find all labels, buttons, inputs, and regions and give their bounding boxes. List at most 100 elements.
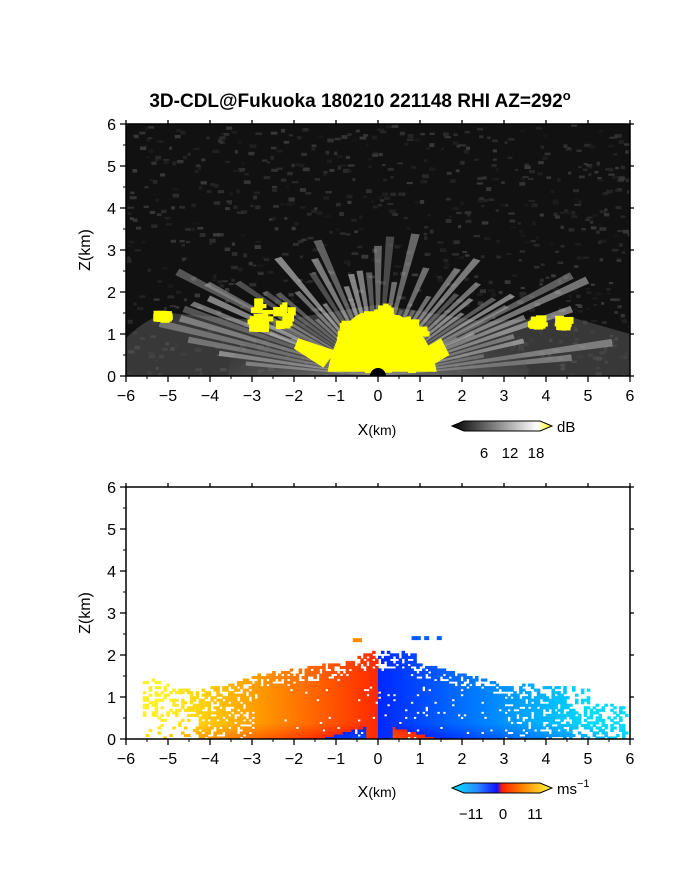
velocity-pixel — [501, 718, 506, 722]
velocity-pixel — [451, 708, 456, 712]
velocity-pixel — [613, 711, 617, 715]
velocity-pixel — [257, 688, 261, 692]
velocity-pixel — [289, 721, 294, 725]
noise-speck — [248, 261, 253, 266]
velocity-pixel — [325, 691, 329, 695]
velocity-pixel — [392, 668, 397, 672]
velocity-pixel — [557, 701, 561, 705]
velocity-pixel — [351, 693, 356, 697]
velocity-pixel — [407, 683, 411, 687]
velocity-pixel — [404, 686, 408, 690]
noise-speck — [152, 180, 158, 184]
noise-speck — [352, 178, 356, 182]
velocity-pixel — [257, 693, 261, 697]
noise-speck — [608, 144, 614, 148]
velocity-pixel — [516, 696, 520, 700]
noise-speck — [588, 164, 592, 169]
velocity-pixel — [263, 728, 267, 733]
noise-speck — [270, 146, 277, 150]
velocity-pixel — [204, 711, 209, 715]
velocity-pixel — [213, 701, 217, 705]
velocity-pixel — [422, 706, 426, 710]
velocity-pixel — [451, 706, 456, 710]
velocity-pixel — [442, 726, 447, 730]
velocity-pixel — [469, 708, 473, 712]
velocity-pixel — [527, 713, 532, 717]
velocity-pixel — [198, 716, 203, 720]
velocity-pixel — [457, 686, 461, 690]
velocity-pixel — [280, 701, 285, 705]
velocity-pixel — [319, 733, 323, 738]
velocity-pixel — [272, 670, 276, 675]
velocity-pixel — [257, 731, 261, 735]
velocity-pixel — [228, 716, 232, 720]
velocity-pixel — [245, 726, 250, 730]
velocity-pixel — [275, 686, 279, 690]
velocity-pixel — [378, 736, 382, 739]
velocity-pixel — [275, 693, 279, 697]
noise-speck — [491, 163, 497, 168]
velocity-pixel — [389, 676, 394, 680]
velocity-pixel — [336, 693, 341, 697]
velocity-pixel — [295, 718, 300, 722]
velocity-pixel — [486, 706, 491, 710]
noise-speck — [488, 289, 494, 293]
velocity-pixel — [154, 708, 159, 712]
velocity-pixel — [413, 686, 417, 690]
velocity-pixel — [189, 706, 194, 710]
velocity-pixel — [536, 701, 541, 705]
velocity-pixel — [386, 673, 391, 677]
velocity-pixel — [304, 688, 309, 692]
velocity-pixel — [231, 696, 235, 700]
noise-speck — [429, 143, 435, 147]
velocity-pixel — [422, 691, 426, 695]
velocity-pixel — [577, 718, 582, 722]
velocity-pixel — [454, 701, 458, 705]
velocity-pixel — [278, 676, 282, 680]
velocity-pixel — [583, 718, 588, 722]
velocity-pixel — [392, 703, 397, 707]
velocity-pixel — [348, 716, 353, 720]
velocity-pixel — [336, 691, 341, 695]
velocity-pixel — [189, 708, 194, 712]
velocity-pixel — [354, 668, 359, 672]
velocity-pixel — [457, 696, 461, 700]
velocity-pixel — [328, 736, 332, 739]
noise-speck — [488, 198, 495, 202]
velocity-pixel — [569, 726, 573, 730]
velocity-pixel — [383, 696, 388, 700]
velocity-pixel — [439, 713, 444, 717]
velocity-pixel — [530, 723, 535, 727]
velocity-pixel — [530, 733, 535, 738]
velocity-pixel — [354, 718, 359, 722]
noise-speck — [465, 254, 470, 257]
noise-speck — [563, 144, 568, 148]
noise-speck — [617, 230, 623, 233]
velocity-pixel — [304, 703, 309, 707]
velocity-pixel — [401, 701, 406, 705]
noise-speck — [225, 299, 229, 303]
velocity-pixel — [310, 688, 314, 692]
velocity-pixel — [583, 726, 588, 730]
velocity-pixel — [519, 726, 523, 730]
velocity-pixel — [495, 716, 500, 720]
velocity-pixel — [378, 668, 382, 672]
velocity-pixel — [492, 686, 497, 690]
velocity-pixel — [231, 726, 235, 730]
velocity-pixel — [333, 716, 338, 720]
velocity-pixel — [339, 678, 344, 682]
noise-speck — [523, 204, 529, 207]
velocity-pixel — [263, 736, 267, 739]
velocity-pixel — [425, 681, 429, 685]
noise-speck — [537, 172, 543, 176]
velocity-pixel — [383, 718, 388, 722]
velocity-pixel — [269, 711, 273, 715]
velocity-pixel — [225, 726, 229, 730]
velocity-pixel — [501, 711, 506, 715]
velocity-pixel — [233, 693, 238, 697]
velocity-pixel — [513, 693, 517, 697]
velocity-pixel — [439, 733, 444, 738]
noise-speck — [464, 277, 469, 281]
velocity-pixel — [495, 721, 500, 725]
